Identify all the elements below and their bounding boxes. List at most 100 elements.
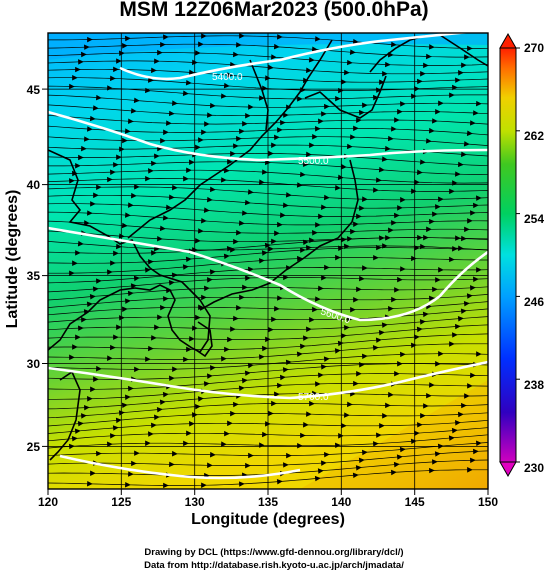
streamline-arrow <box>159 399 166 405</box>
streamline-arrow <box>451 427 458 434</box>
streamline-arrow <box>373 254 379 261</box>
streamline-arrow <box>476 440 482 447</box>
streamline-arrow <box>183 356 189 363</box>
streamline-arrow <box>209 269 216 275</box>
streamline-arrow <box>397 276 403 283</box>
streamline-arrow <box>420 159 426 165</box>
streamline-arrow <box>429 295 435 302</box>
streamline-arrow <box>353 297 359 303</box>
streamline-arrow <box>455 77 461 83</box>
streamline-arrow <box>324 103 330 110</box>
streamline-arrow <box>455 323 461 330</box>
streamline-arrow <box>385 61 391 68</box>
streamline-arrow <box>411 188 417 194</box>
streamline-arrow <box>145 175 151 182</box>
streamline-arrow <box>230 150 236 157</box>
streamline-arrow <box>160 41 166 48</box>
streamline-arrow <box>324 451 330 458</box>
streamline-arrow <box>183 175 189 182</box>
streamline-arrow <box>230 326 236 332</box>
x-tick-120: 120 <box>38 495 58 509</box>
streamline-arrow <box>201 129 207 136</box>
streamline-arrow <box>411 93 417 99</box>
streamline-arrow <box>227 336 233 343</box>
streamline-arrow <box>337 340 344 347</box>
streamline-arrow <box>148 345 154 352</box>
streamline-arrow <box>121 222 128 229</box>
streamline-arrow <box>318 372 324 378</box>
streamline-arrow <box>81 145 87 152</box>
streamline-arrow <box>87 396 93 402</box>
streamline-arrow <box>426 392 432 399</box>
streamline-arrow <box>72 74 78 81</box>
streamline-arrow <box>448 435 455 441</box>
streamline-arrow <box>169 194 175 200</box>
drawing-credit: Drawing by DCL (https://www.gfd-dennou.o… <box>144 547 404 558</box>
streamline-arrow <box>248 104 254 110</box>
streamline-arrow <box>160 304 166 311</box>
streamline-arrow <box>315 222 321 228</box>
streamline-arrow <box>84 404 90 411</box>
streamline-arrow <box>93 192 99 199</box>
streamline-arrow <box>309 142 315 148</box>
streamline-arrow <box>189 421 195 427</box>
streamline-arrow <box>92 286 99 292</box>
contour-label-5400: 5400.0 <box>212 72 243 83</box>
streamline-arrow <box>394 287 400 293</box>
streamline-arrow <box>163 34 169 40</box>
streamline-arrow <box>449 341 455 347</box>
streamline-arrow <box>467 218 473 224</box>
streamline-arrow <box>303 422 309 428</box>
streamline-arrow <box>452 84 458 91</box>
streamline-arrow <box>356 371 362 377</box>
streamline-arrow <box>195 50 201 56</box>
streamline-arrow <box>381 322 388 328</box>
streamline-arrow <box>198 304 204 310</box>
streamline-arrow <box>245 462 251 469</box>
streamline-arrow <box>352 38 359 45</box>
streamline-arrow <box>75 334 81 340</box>
streamline-arrow <box>154 324 160 331</box>
streamline-arrow <box>107 441 113 448</box>
streamline-arrow <box>172 366 178 372</box>
streamline-arrow <box>127 290 134 297</box>
streamline-arrow <box>92 105 99 111</box>
streamline-arrow <box>122 43 128 49</box>
streamline-arrow <box>130 283 137 289</box>
streamline-arrow <box>241 377 248 384</box>
streamline-arrow <box>283 112 289 118</box>
streamline-arrow <box>233 401 239 408</box>
streamline-arrow <box>271 316 277 323</box>
streamline-arrow <box>221 93 227 99</box>
streamline-arrow <box>122 306 128 312</box>
streamline-arrow <box>344 243 350 250</box>
streamline-arrow <box>110 260 116 266</box>
streamline-arrow <box>416 326 423 333</box>
streamline-arrow <box>286 452 292 459</box>
streamline-arrow <box>154 414 160 421</box>
streamline-arrow <box>276 478 283 485</box>
streamline-arrow <box>110 169 116 175</box>
streamline-arrow <box>84 136 90 142</box>
streamline-arrow <box>464 226 470 233</box>
colorbar-tick-238: 238 <box>524 378 544 392</box>
streamline-arrow <box>221 356 227 362</box>
streamline-arrow <box>207 373 213 379</box>
streamline-arrow <box>347 401 353 408</box>
streamline-arrow <box>248 452 254 459</box>
colorbar-tick-262: 262 <box>524 129 544 143</box>
streamline-arrow <box>122 137 128 144</box>
streamline-arrow <box>303 335 309 341</box>
streamline-arrow <box>285 192 292 198</box>
streamline-arrow <box>352 472 359 479</box>
contour-label-5700: 5700.0 <box>298 392 329 403</box>
streamline-arrow <box>239 481 245 487</box>
streamline-arrow <box>347 143 353 150</box>
streamline-arrow <box>134 366 140 373</box>
streamline-arrow <box>461 62 467 68</box>
streamline-arrow <box>148 77 154 83</box>
streamline-arrow <box>210 102 216 109</box>
y-axis-ticks <box>42 88 48 447</box>
streamline-arrow <box>300 171 306 178</box>
